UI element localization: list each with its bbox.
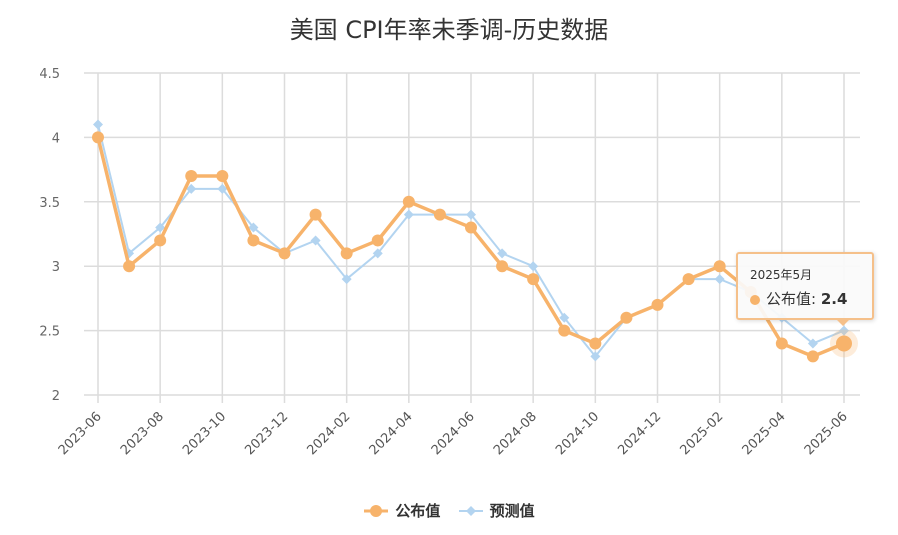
actual-point-circle-icon[interactable] <box>775 337 788 350</box>
actual-point-circle-icon[interactable] <box>465 221 477 234</box>
forecast-point-diamond-icon[interactable] <box>839 325 849 336</box>
forecast-point-diamond-icon[interactable] <box>372 248 383 259</box>
x-tick-label: 2024-10 <box>553 409 602 458</box>
legend-item-forecast[interactable]: 预测值 <box>458 500 535 521</box>
forecast-point-diamond-icon[interactable] <box>93 119 103 130</box>
forecast-point-diamond-icon[interactable] <box>248 222 259 233</box>
x-tick-label: 2023-08 <box>118 409 167 458</box>
actual-point-circle-icon[interactable] <box>402 195 415 208</box>
actual-point-circle-icon[interactable] <box>558 324 571 337</box>
y-tick-label: 2.5 <box>39 325 60 340</box>
tooltip-separator: : <box>811 290 821 308</box>
actual-point-circle-icon[interactable] <box>527 273 540 286</box>
forecast-point-diamond-icon[interactable] <box>217 183 228 194</box>
actual-point-circle-icon[interactable] <box>371 234 384 247</box>
x-tick-label: 2025-04 <box>740 409 789 458</box>
actual-point-circle-icon[interactable] <box>620 311 633 324</box>
y-tick-label: 4.5 <box>39 67 60 82</box>
actual-point-circle-icon[interactable] <box>433 208 446 221</box>
actual-point-circle-icon[interactable] <box>216 170 229 183</box>
actual-point-circle-icon[interactable] <box>92 131 104 144</box>
actual-point-circle-icon[interactable] <box>123 260 136 273</box>
y-tick-label: 2 <box>52 389 60 404</box>
forecast-point-diamond-icon[interactable] <box>559 312 570 323</box>
x-tick-label: 2023-12 <box>242 409 291 458</box>
series-actual[interactable] <box>92 131 850 363</box>
forecast-point-diamond-icon[interactable] <box>497 248 508 259</box>
actual-point-circle-icon[interactable] <box>340 247 353 260</box>
grid-lines <box>84 72 860 403</box>
forecast-point-diamond-icon[interactable] <box>590 351 601 362</box>
actual-point-circle-icon[interactable] <box>496 260 509 273</box>
tooltip-arrow <box>835 318 851 326</box>
tooltip-value: 2.4 <box>820 290 848 308</box>
legend-label-actual: 公布值 <box>395 502 441 520</box>
x-axis: 2023-06 2023-08 2023-10 2023-12 2024-02 2024-… <box>56 409 851 458</box>
circle-line-marker-icon <box>364 504 389 517</box>
y-tick-label: 4 <box>52 131 60 146</box>
x-tick-label: 2025-06 <box>802 409 851 458</box>
legend-item-actual[interactable]: 公布值 <box>363 500 440 521</box>
forecast-point-diamond-icon[interactable] <box>186 183 197 194</box>
forecast-point-diamond-icon[interactable] <box>714 274 725 285</box>
forecast-point-diamond-icon[interactable] <box>155 222 166 233</box>
actual-point-circle-icon[interactable] <box>651 298 664 311</box>
actual-point-circle-icon[interactable] <box>154 234 167 247</box>
legend: 公布值 预测值 <box>0 500 898 522</box>
x-tick-label: 2025-02 <box>677 409 726 458</box>
actual-point-circle-icon[interactable] <box>589 337 602 350</box>
y-axis: 2 2.5 3 3.5 4 4.5 <box>39 67 60 404</box>
actual-point-circle-icon[interactable] <box>713 260 726 273</box>
x-tick-label: 2023-06 <box>56 409 105 458</box>
forecast-point-diamond-icon[interactable] <box>466 209 476 220</box>
tooltip-series-dot-icon <box>750 294 760 305</box>
forecast-point-diamond-icon[interactable] <box>341 274 352 285</box>
actual-point-circle-icon[interactable] <box>309 208 322 221</box>
x-tick-label: 2024-08 <box>491 409 540 458</box>
forecast-point-diamond-icon[interactable] <box>403 209 414 220</box>
highlight-point-icon[interactable] <box>836 335 852 352</box>
actual-point-circle-icon[interactable] <box>806 350 819 363</box>
x-tick-label: 2024-06 <box>429 409 478 458</box>
legend-label-forecast: 预测值 <box>489 502 535 520</box>
actual-point-circle-icon[interactable] <box>278 247 291 260</box>
tooltip-date: 2025年5月 <box>750 268 813 282</box>
x-tick-label: 2024-12 <box>615 409 664 458</box>
x-tick-label: 2023-10 <box>180 409 229 458</box>
x-tick-label: 2024-02 <box>304 409 353 458</box>
tooltip: 2025年5月 公布值: 2.4 <box>736 252 874 320</box>
y-tick-label: 3.5 <box>39 196 60 211</box>
tooltip-series-label: 公布值 <box>766 290 812 308</box>
tooltip-row: 公布值: 2.4 <box>750 288 847 309</box>
x-tick-label: 2024-04 <box>367 409 416 458</box>
chart-title: 美国 CPI年率未季调-历史数据 <box>289 16 609 44</box>
actual-point-circle-icon[interactable] <box>185 170 198 183</box>
forecast-point-diamond-icon[interactable] <box>807 338 818 349</box>
forecast-point-diamond-icon[interactable] <box>528 261 539 272</box>
actual-point-circle-icon[interactable] <box>682 273 695 286</box>
actual-point-circle-icon[interactable] <box>247 234 260 247</box>
diamond-line-marker-icon <box>458 505 483 516</box>
y-tick-label: 3 <box>52 260 60 275</box>
forecast-point-diamond-icon[interactable] <box>310 235 321 246</box>
hover-highlight-point[interactable] <box>830 329 858 358</box>
